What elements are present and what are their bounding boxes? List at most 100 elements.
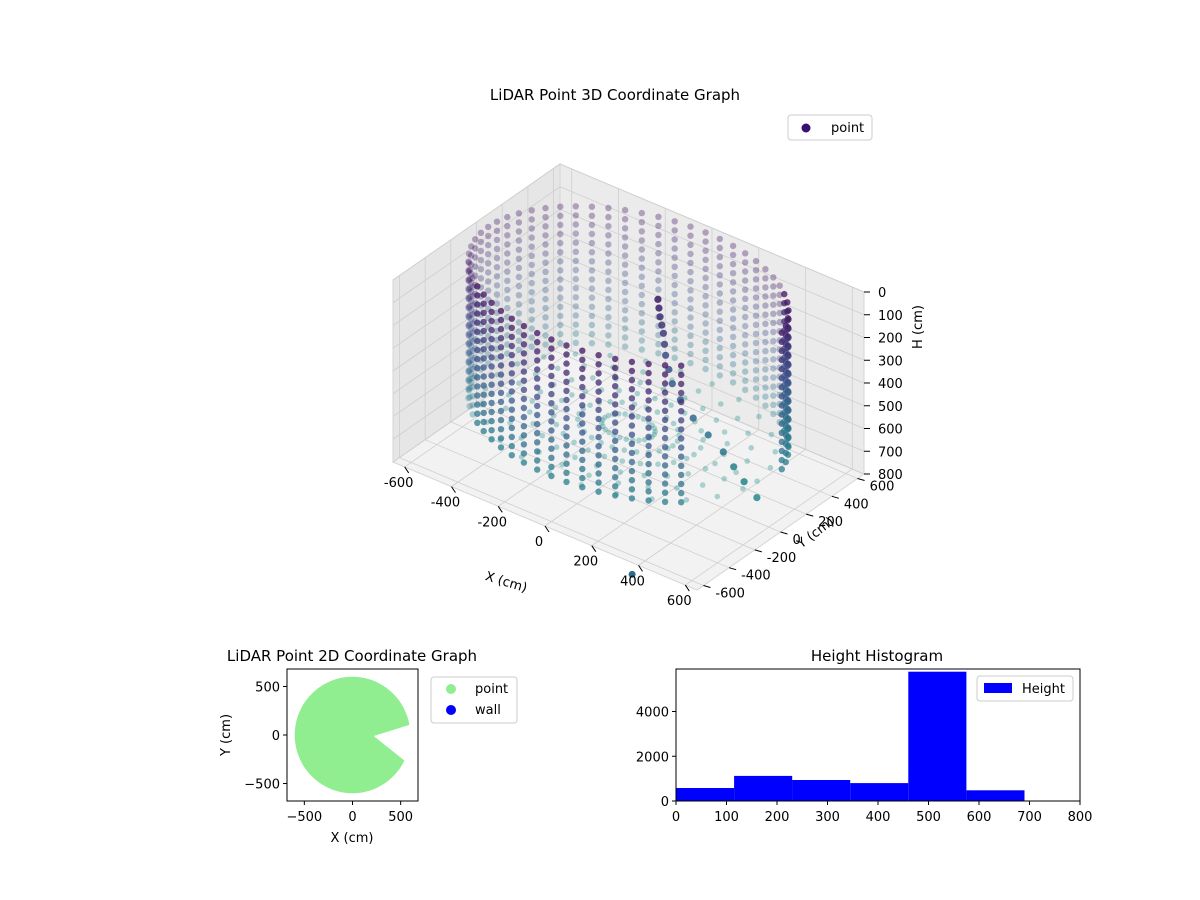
grid-z-back-1 (559, 186, 865, 316)
point-3d-back (493, 264, 501, 271)
point-3d-back (572, 230, 579, 237)
point-3d-back (770, 319, 777, 327)
point-3d-floor (713, 417, 720, 423)
point-3d-front (508, 415, 515, 422)
point-3d-front (579, 447, 586, 454)
y-tick-label-6: 600 (870, 479, 895, 494)
point-3d-front (595, 479, 602, 486)
point-3d-back (465, 341, 473, 348)
point-3d-front (579, 393, 586, 400)
point-3d-back (687, 223, 694, 230)
point-3d-back (752, 267, 760, 274)
point-3d-back (687, 341, 694, 349)
point-3d-front (534, 366, 541, 373)
point-3d-back (729, 315, 737, 322)
point-3d-back (702, 256, 709, 263)
point-3d-back (588, 303, 596, 310)
point-3d-back (655, 250, 662, 257)
grid-z-side-2 (392, 209, 561, 326)
point-3d-back (752, 367, 760, 374)
x-tick-mark-6 (684, 584, 690, 592)
point-3d-front (563, 351, 570, 358)
point-3d-front (488, 427, 495, 434)
x-tick-label-3: 0 (535, 535, 543, 550)
point-3d-front (678, 389, 685, 397)
point-3d-front (612, 355, 619, 363)
point-3d-back (485, 260, 492, 267)
point-3d-floor (606, 429, 612, 436)
hist-x-tick-label-1: 100 (714, 810, 739, 825)
x-tick-mark-2 (497, 506, 503, 513)
point-3d-back (572, 266, 579, 274)
point-3d-back (493, 245, 501, 253)
point-3d-floor (590, 375, 596, 381)
point-3d-front (579, 484, 586, 491)
point-3d-back (528, 261, 535, 269)
point-3d-back (465, 340, 472, 347)
point-3d-back (621, 288, 629, 296)
point-3d-floor (637, 380, 643, 386)
point-3d-back (770, 356, 777, 363)
point-3d-front (661, 425, 669, 433)
point-3d-front (595, 406, 602, 413)
point-3d-floor (607, 352, 613, 359)
point-3d-back (477, 247, 485, 255)
point-3d-back (588, 230, 596, 238)
point-3d-back (762, 338, 769, 346)
point-3d-floor (734, 415, 741, 422)
point-3d-back (504, 277, 511, 284)
point-3d-back (466, 275, 473, 282)
point-3d-back (702, 356, 709, 364)
point-3d-back (752, 394, 760, 401)
point-3d-back (671, 318, 678, 325)
point-3d-front (497, 444, 505, 451)
y-tick-label-2: -200 (767, 551, 797, 566)
point-3d-front (480, 427, 487, 435)
point-3d-back (621, 279, 629, 287)
point-3d-back (588, 330, 596, 338)
point-3d-floor (552, 404, 559, 411)
point-3d-back (770, 347, 777, 354)
point-3d-front (579, 465, 586, 473)
point-3d-back (588, 249, 596, 256)
point-3d-floor (568, 377, 575, 383)
point-3d-back (605, 204, 612, 212)
point-3d-back (762, 375, 769, 382)
grid-y-floor-0 (399, 457, 704, 586)
point-3d-floor (709, 381, 715, 387)
point-3d-front (781, 391, 788, 398)
point-3d-back (762, 302, 769, 309)
point-3d-front (508, 397, 515, 404)
point-3d-front (579, 474, 586, 482)
point-3d-back (752, 276, 760, 283)
point-3d-back (687, 250, 694, 258)
point-3d-back (687, 259, 694, 267)
point-3d-front (520, 450, 528, 457)
point-3d-back (716, 363, 723, 370)
point-3d-back (557, 230, 564, 238)
point-3d-back (742, 304, 749, 312)
point-3d-floor (652, 428, 658, 435)
point-3d-front (508, 361, 515, 368)
point-3d-back (468, 261, 475, 268)
chart-3d-legend-box (787, 114, 873, 141)
point-3d-front (628, 449, 636, 457)
point-3d-back (716, 263, 723, 270)
point-3d-back (752, 385, 760, 392)
point-3d-back (465, 294, 472, 302)
point-3d-back (493, 300, 501, 307)
point-3d-back (742, 350, 749, 357)
point-3d-back (770, 274, 777, 281)
point-3d-front (579, 456, 586, 464)
chart-3d-ticks: -600-400-2000200400600-600-400-200020040… (384, 286, 903, 609)
point-3d-back (716, 272, 723, 279)
point-3d-back (762, 357, 769, 364)
point-3d-back (687, 332, 694, 339)
point-3d-back (716, 326, 723, 334)
point-3d-front (645, 488, 652, 495)
point-3d-back (557, 239, 564, 247)
point-3d-inner-6 (662, 351, 670, 359)
point-3d-floor (698, 428, 704, 434)
point-3d-floor (541, 354, 547, 360)
point-3d-front (474, 319, 481, 326)
